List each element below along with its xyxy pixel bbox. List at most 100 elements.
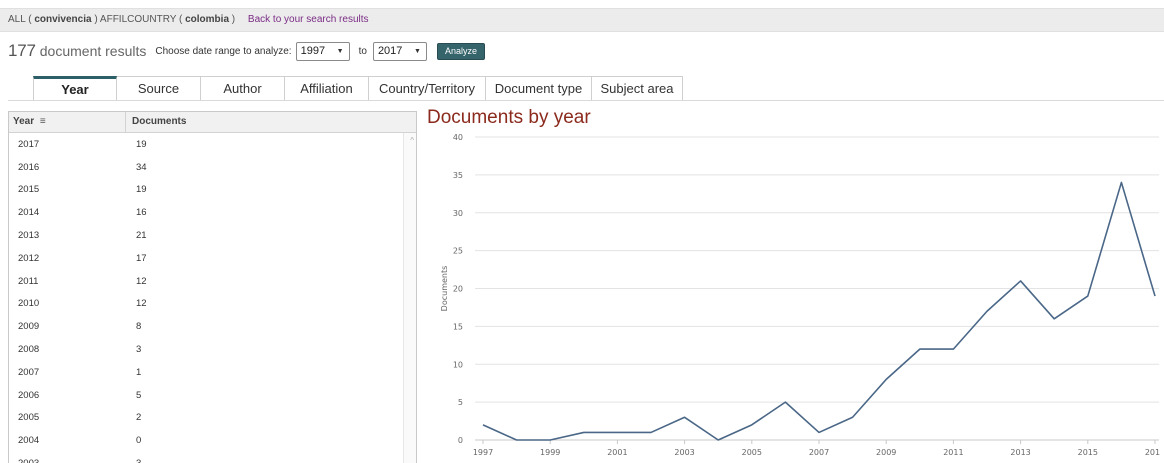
table-row[interactable]: 2010 12 [9,293,416,316]
y-tick-label: 40 [453,133,463,142]
row-documents: 5 [136,389,142,401]
table-row[interactable]: 2013 21 [9,224,416,247]
row-documents: 8 [136,321,142,333]
analyze-button[interactable]: Analyze [436,42,485,60]
table-row[interactable]: 2008 3 [9,338,416,361]
to-year-value: 2017 [377,45,403,57]
row-documents: 19 [136,184,147,196]
row-year: 2013 [18,230,40,242]
row-year: 2010 [18,298,40,310]
data-point [851,416,853,418]
data-point [515,439,517,441]
search-query-bar: ALL ( convivencia ) AFFILCOUNTRY ( colom… [0,8,1164,32]
year-column-header[interactable]: Year ≡ [9,112,126,132]
table-row[interactable]: 2006 5 [9,384,416,407]
table-row[interactable]: 2015 19 [9,179,416,202]
tab-year[interactable]: Year [33,76,117,101]
row-year: 2009 [18,321,40,333]
data-point [818,431,820,433]
row-documents: 12 [136,275,147,287]
documents-column-header[interactable]: Documents [132,116,187,127]
to-label: to [358,45,367,57]
x-tick-label: 2003 [674,448,694,457]
x-tick-label: 1999 [540,448,560,457]
data-point [751,424,753,426]
row-documents: 34 [136,161,147,173]
tab-author[interactable]: Author [201,76,285,101]
year-documents-table: Year ≡ Documents 2017 19 2016 34 2015 19 2014 1… [8,111,417,463]
documents-by-year-chart: 0 5 10 15 20 25 30 35 40 1997 1999 2001 2003 2005 2007… [440,133,1160,457]
data-point [1053,318,1055,320]
data-point [717,439,719,441]
results-label: document results [39,43,147,59]
query-suffix: ) [229,14,236,25]
row-year: 2016 [18,161,40,173]
scroll-up-icon[interactable]: ^ [410,136,414,145]
chevron-down-icon: ▼ [336,47,344,55]
tab-country-territory[interactable]: Country/Territory [369,76,486,101]
row-documents: 0 [136,435,142,447]
date-range-label: Choose date range to analyze: [155,45,292,57]
back-to-results-link[interactable]: Back to your search results [247,14,369,25]
tab-subject-area[interactable]: Subject area [592,76,683,101]
to-year-select[interactable]: 2017 ▼ [372,41,427,61]
from-year-value: 1997 [300,45,326,57]
data-point [650,431,652,433]
tab-affiliation[interactable]: Affiliation [285,76,369,101]
query-term-country: colombia [185,14,230,25]
x-tick-label: 2009 [876,448,896,457]
data-point [1019,280,1021,282]
from-year-select[interactable]: 1997 ▼ [295,41,350,61]
y-tick-label: 20 [453,285,463,294]
row-documents: 1 [136,366,142,378]
sort-icon[interactable]: ≡ [39,116,46,127]
table-row[interactable]: 2005 2 [9,407,416,430]
table-row[interactable]: 2014 16 [9,201,416,224]
table-row[interactable]: 2007 1 [9,361,416,384]
query-middle: ) AFFILCOUNTRY ( [91,14,186,25]
table-row[interactable]: 2011 12 [9,270,416,293]
row-year: 2015 [18,184,40,196]
row-year: 2006 [18,389,40,401]
row-year: 2004 [18,435,40,447]
row-documents: 17 [136,252,147,264]
data-point [549,439,551,441]
y-tick-label: 30 [453,209,463,218]
data-point [885,378,887,380]
results-count: 177 [8,41,36,60]
row-documents: 19 [136,138,147,150]
row-year: 2008 [18,344,40,356]
table-body: 2017 19 2016 34 2015 19 2014 16 2013 21 2012 17 2011… [9,133,416,463]
table-header: Year ≡ Documents [9,112,416,133]
series-line [482,181,1156,441]
x-tick-label: 2015 [1078,448,1098,457]
data-point [1154,295,1156,297]
results-summary-row: 177 document results Choose date range t… [8,40,485,62]
table-scrollbar[interactable] [403,133,416,463]
chart-title: Documents by year [427,107,591,128]
tab-source[interactable]: Source [117,76,201,101]
table-row[interactable]: 2012 17 [9,247,416,270]
y-tick-label: 25 [453,247,463,256]
row-documents: 21 [136,230,147,242]
data-point [683,416,685,418]
table-row[interactable]: 2009 8 [9,315,416,338]
y-tick-label: 35 [453,171,463,180]
table-row[interactable]: 2017 19 [9,133,416,156]
x-tick-label: 2005 [742,448,762,457]
table-row[interactable]: 2004 0 [9,429,416,452]
y-tick-label: 10 [453,360,463,369]
data-point [1120,181,1122,183]
data-point [986,310,988,312]
x-tick-label: 2017 [1145,448,1160,457]
row-year: 2005 [18,412,40,424]
table-row[interactable]: 2016 34 [9,156,416,179]
row-year: 2003 [9,458,126,463]
data-point [784,401,786,403]
tab-document-type[interactable]: Document type [486,76,592,101]
row-documents: 2 [136,412,142,424]
x-tick-label: 2007 [809,448,829,457]
row-year: 2007 [18,366,40,378]
row-year: 2012 [18,252,40,264]
table-row[interactable]: 20033 [9,452,416,463]
